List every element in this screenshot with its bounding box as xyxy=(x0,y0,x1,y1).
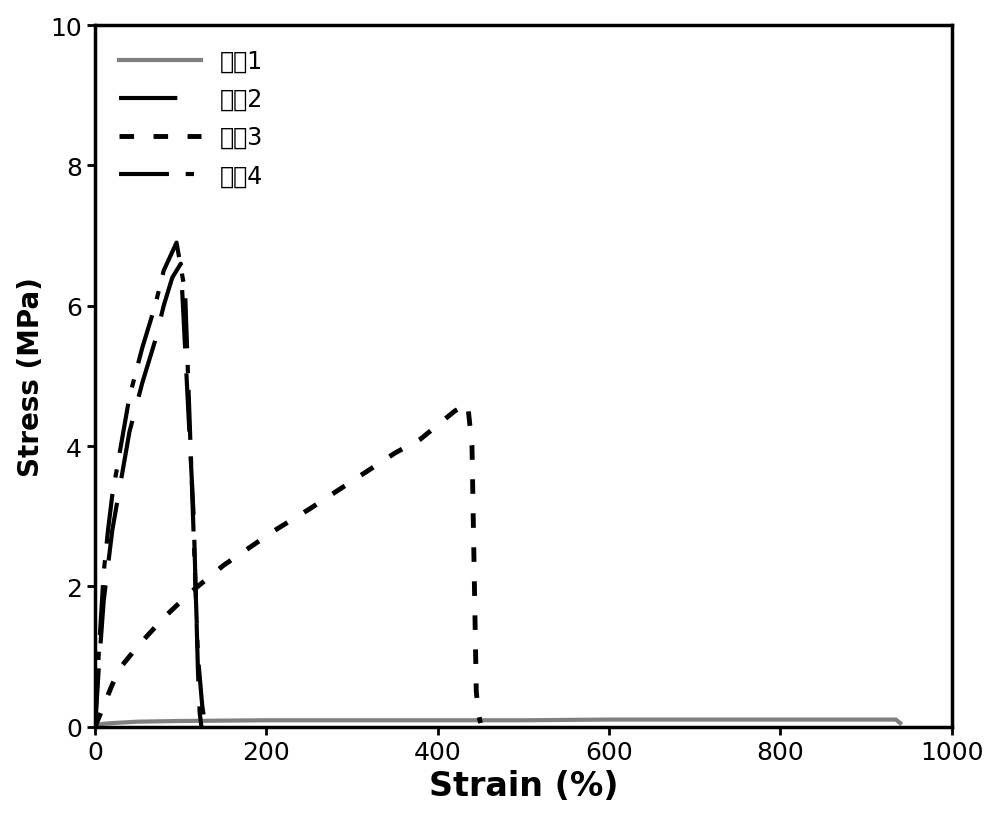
样品2 xyxy=(95,631,107,640)
样品4 xyxy=(89,722,101,731)
样品4 xyxy=(196,701,208,711)
样品4 xyxy=(192,652,204,662)
样品3 xyxy=(132,641,144,651)
Line: 样品1: 样品1 xyxy=(95,720,900,726)
样品4 xyxy=(199,718,211,728)
样品3 xyxy=(98,701,110,711)
样品4 xyxy=(106,491,118,500)
样品2 xyxy=(158,301,170,311)
样品3 xyxy=(346,477,358,486)
样品2 xyxy=(115,477,127,486)
样品2 xyxy=(136,378,148,388)
样品4 xyxy=(149,301,161,311)
样品2 xyxy=(91,694,103,704)
样品2 xyxy=(192,666,204,676)
样品3 xyxy=(415,435,427,445)
Line: 样品3: 样品3 xyxy=(95,405,481,726)
样品2 xyxy=(195,722,207,731)
样品1 xyxy=(175,716,187,726)
Y-axis label: Stress (MPa): Stress (MPa) xyxy=(17,277,45,476)
样品2 xyxy=(123,428,135,437)
样品2 xyxy=(93,666,105,676)
样品3 xyxy=(269,526,281,536)
样品1 xyxy=(860,715,872,725)
样品1 xyxy=(106,718,118,728)
样品2 xyxy=(194,708,206,717)
样品4 xyxy=(93,652,105,662)
样品2 xyxy=(106,526,118,536)
样品3 xyxy=(432,420,444,430)
样品3 xyxy=(115,663,127,672)
样品1 xyxy=(89,722,101,731)
样品3 xyxy=(389,449,401,459)
样品4 xyxy=(98,568,110,577)
样品4 xyxy=(179,287,191,297)
样品1 xyxy=(432,716,444,726)
样品3 xyxy=(470,687,482,697)
样品3 xyxy=(102,690,114,700)
样品3 xyxy=(89,722,101,731)
样品2 xyxy=(98,595,110,605)
样品2 xyxy=(149,337,161,346)
样品3 xyxy=(243,543,255,553)
Line: 样品2: 样品2 xyxy=(95,265,201,726)
Legend: 样品1, 样品2, 样品3, 样品4: 样品1, 样品2, 样品3, 样品4 xyxy=(107,38,275,200)
样品1 xyxy=(346,716,358,726)
样品2 xyxy=(166,274,178,283)
样品3 xyxy=(466,441,478,451)
样品3 xyxy=(218,561,230,571)
样品1 xyxy=(93,720,105,730)
样品1 xyxy=(91,721,103,731)
样品1 xyxy=(689,715,701,725)
X-axis label: Strain (%): Strain (%) xyxy=(429,769,618,803)
样品1 xyxy=(774,715,786,725)
样品1 xyxy=(132,717,144,726)
样品3 xyxy=(475,718,487,728)
样品3 xyxy=(462,400,474,410)
样品1 xyxy=(603,715,615,725)
样品4 xyxy=(95,609,107,619)
样品4 xyxy=(136,343,148,353)
样品1 xyxy=(98,719,110,729)
样品4 xyxy=(115,441,127,451)
样品4 xyxy=(201,722,213,731)
样品3 xyxy=(201,575,213,585)
样品1 xyxy=(517,716,529,726)
样品3 xyxy=(303,505,315,514)
Line: 样品4: 样品4 xyxy=(95,243,207,726)
样品1 xyxy=(894,718,906,728)
样品3 xyxy=(473,711,485,721)
样品3 xyxy=(449,406,461,416)
样品4 xyxy=(102,526,114,536)
样品3 xyxy=(106,680,118,690)
样品1 xyxy=(890,715,902,725)
样品2 xyxy=(175,260,187,269)
样品2 xyxy=(188,512,200,522)
样品4 xyxy=(171,238,183,248)
样品4 xyxy=(123,392,135,402)
样品3 xyxy=(183,589,195,599)
样品4 xyxy=(158,266,170,276)
样品2 xyxy=(89,722,101,731)
样品4 xyxy=(91,687,103,697)
样品1 xyxy=(260,716,272,726)
样品2 xyxy=(102,561,114,571)
样品1 xyxy=(90,721,102,731)
样品3 xyxy=(158,613,170,623)
样品3 xyxy=(93,711,105,721)
